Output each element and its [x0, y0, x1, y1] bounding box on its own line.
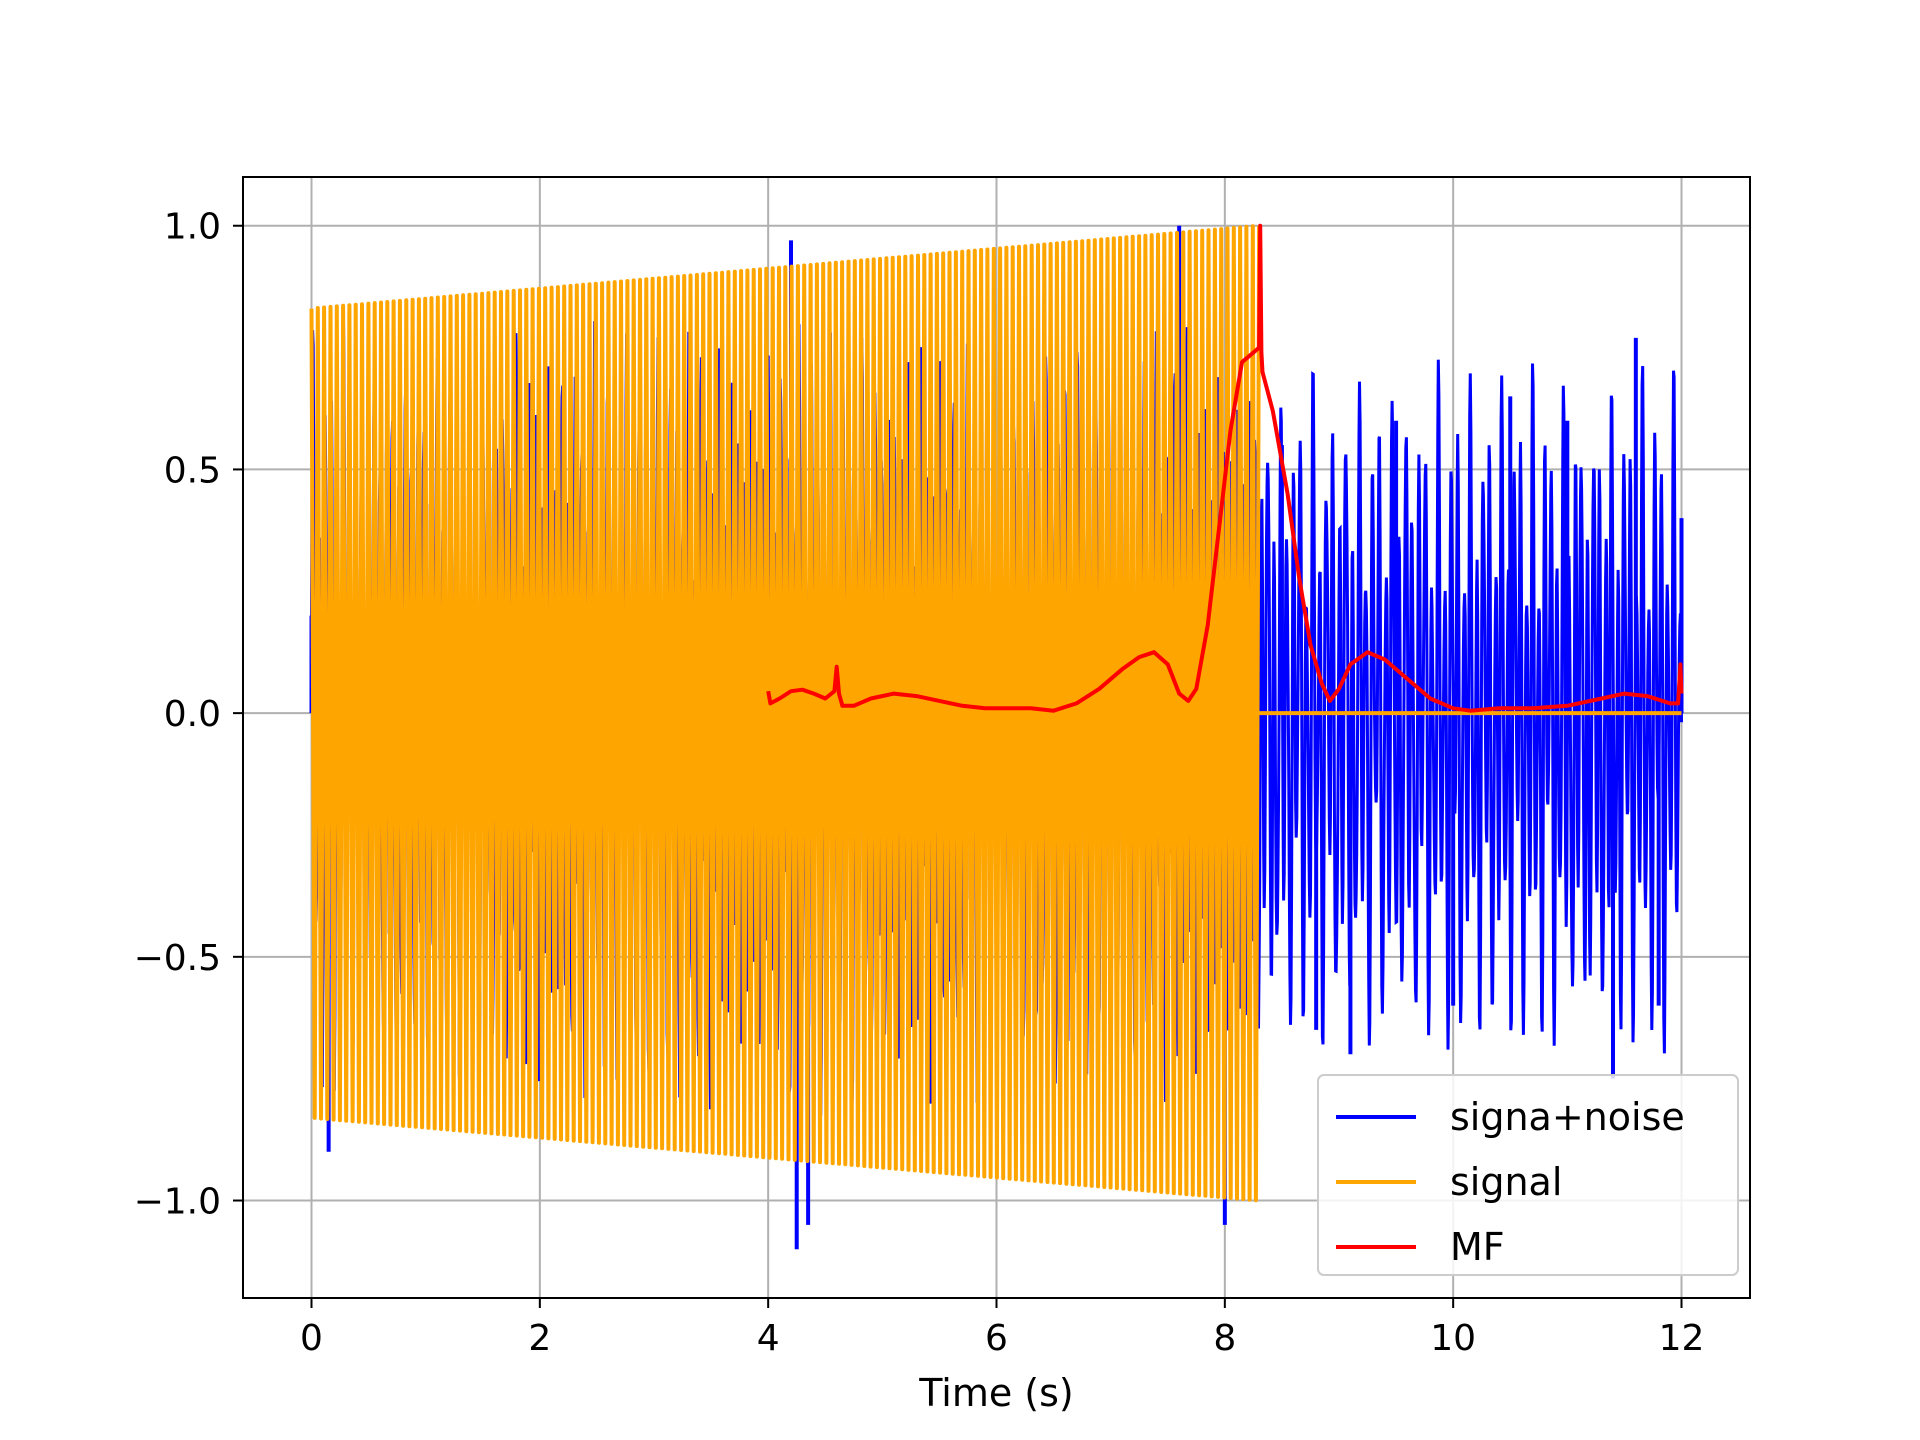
legend-label: MF [1450, 1225, 1505, 1269]
x-tick-label: 6 [985, 1318, 1008, 1359]
legend: signa+noise signal MF [1317, 1074, 1739, 1276]
legend-box [1317, 1074, 1739, 1276]
series-layer [309, 223, 1684, 1250]
x-tick-label: 8 [1213, 1318, 1236, 1359]
y-tick-label: −0.5 [134, 938, 221, 979]
x-tick-label: 10 [1430, 1318, 1476, 1359]
y-tick-label: 1.0 [164, 207, 221, 248]
series-signal-line [309, 224, 1262, 1203]
series-mf-line [766, 223, 1684, 713]
x-tick-label: 0 [300, 1318, 323, 1359]
y-tick-label: 0.5 [164, 450, 221, 491]
x-tick-label: 2 [528, 1318, 551, 1359]
x-tick-label: 12 [1659, 1318, 1705, 1359]
x-axis-label: Time (s) [918, 1371, 1074, 1415]
x-tick-label: 4 [757, 1318, 780, 1359]
legend-label: signal [1450, 1160, 1562, 1204]
y-tick-label: −1.0 [134, 1182, 221, 1223]
legend-label: signa+noise [1450, 1095, 1685, 1139]
axis-ticks: 0 2 4 6 8 10 12 −1.0 −0.5 0.0 0.5 1.0 [134, 207, 1705, 1359]
y-tick-label: 0.0 [164, 694, 221, 735]
